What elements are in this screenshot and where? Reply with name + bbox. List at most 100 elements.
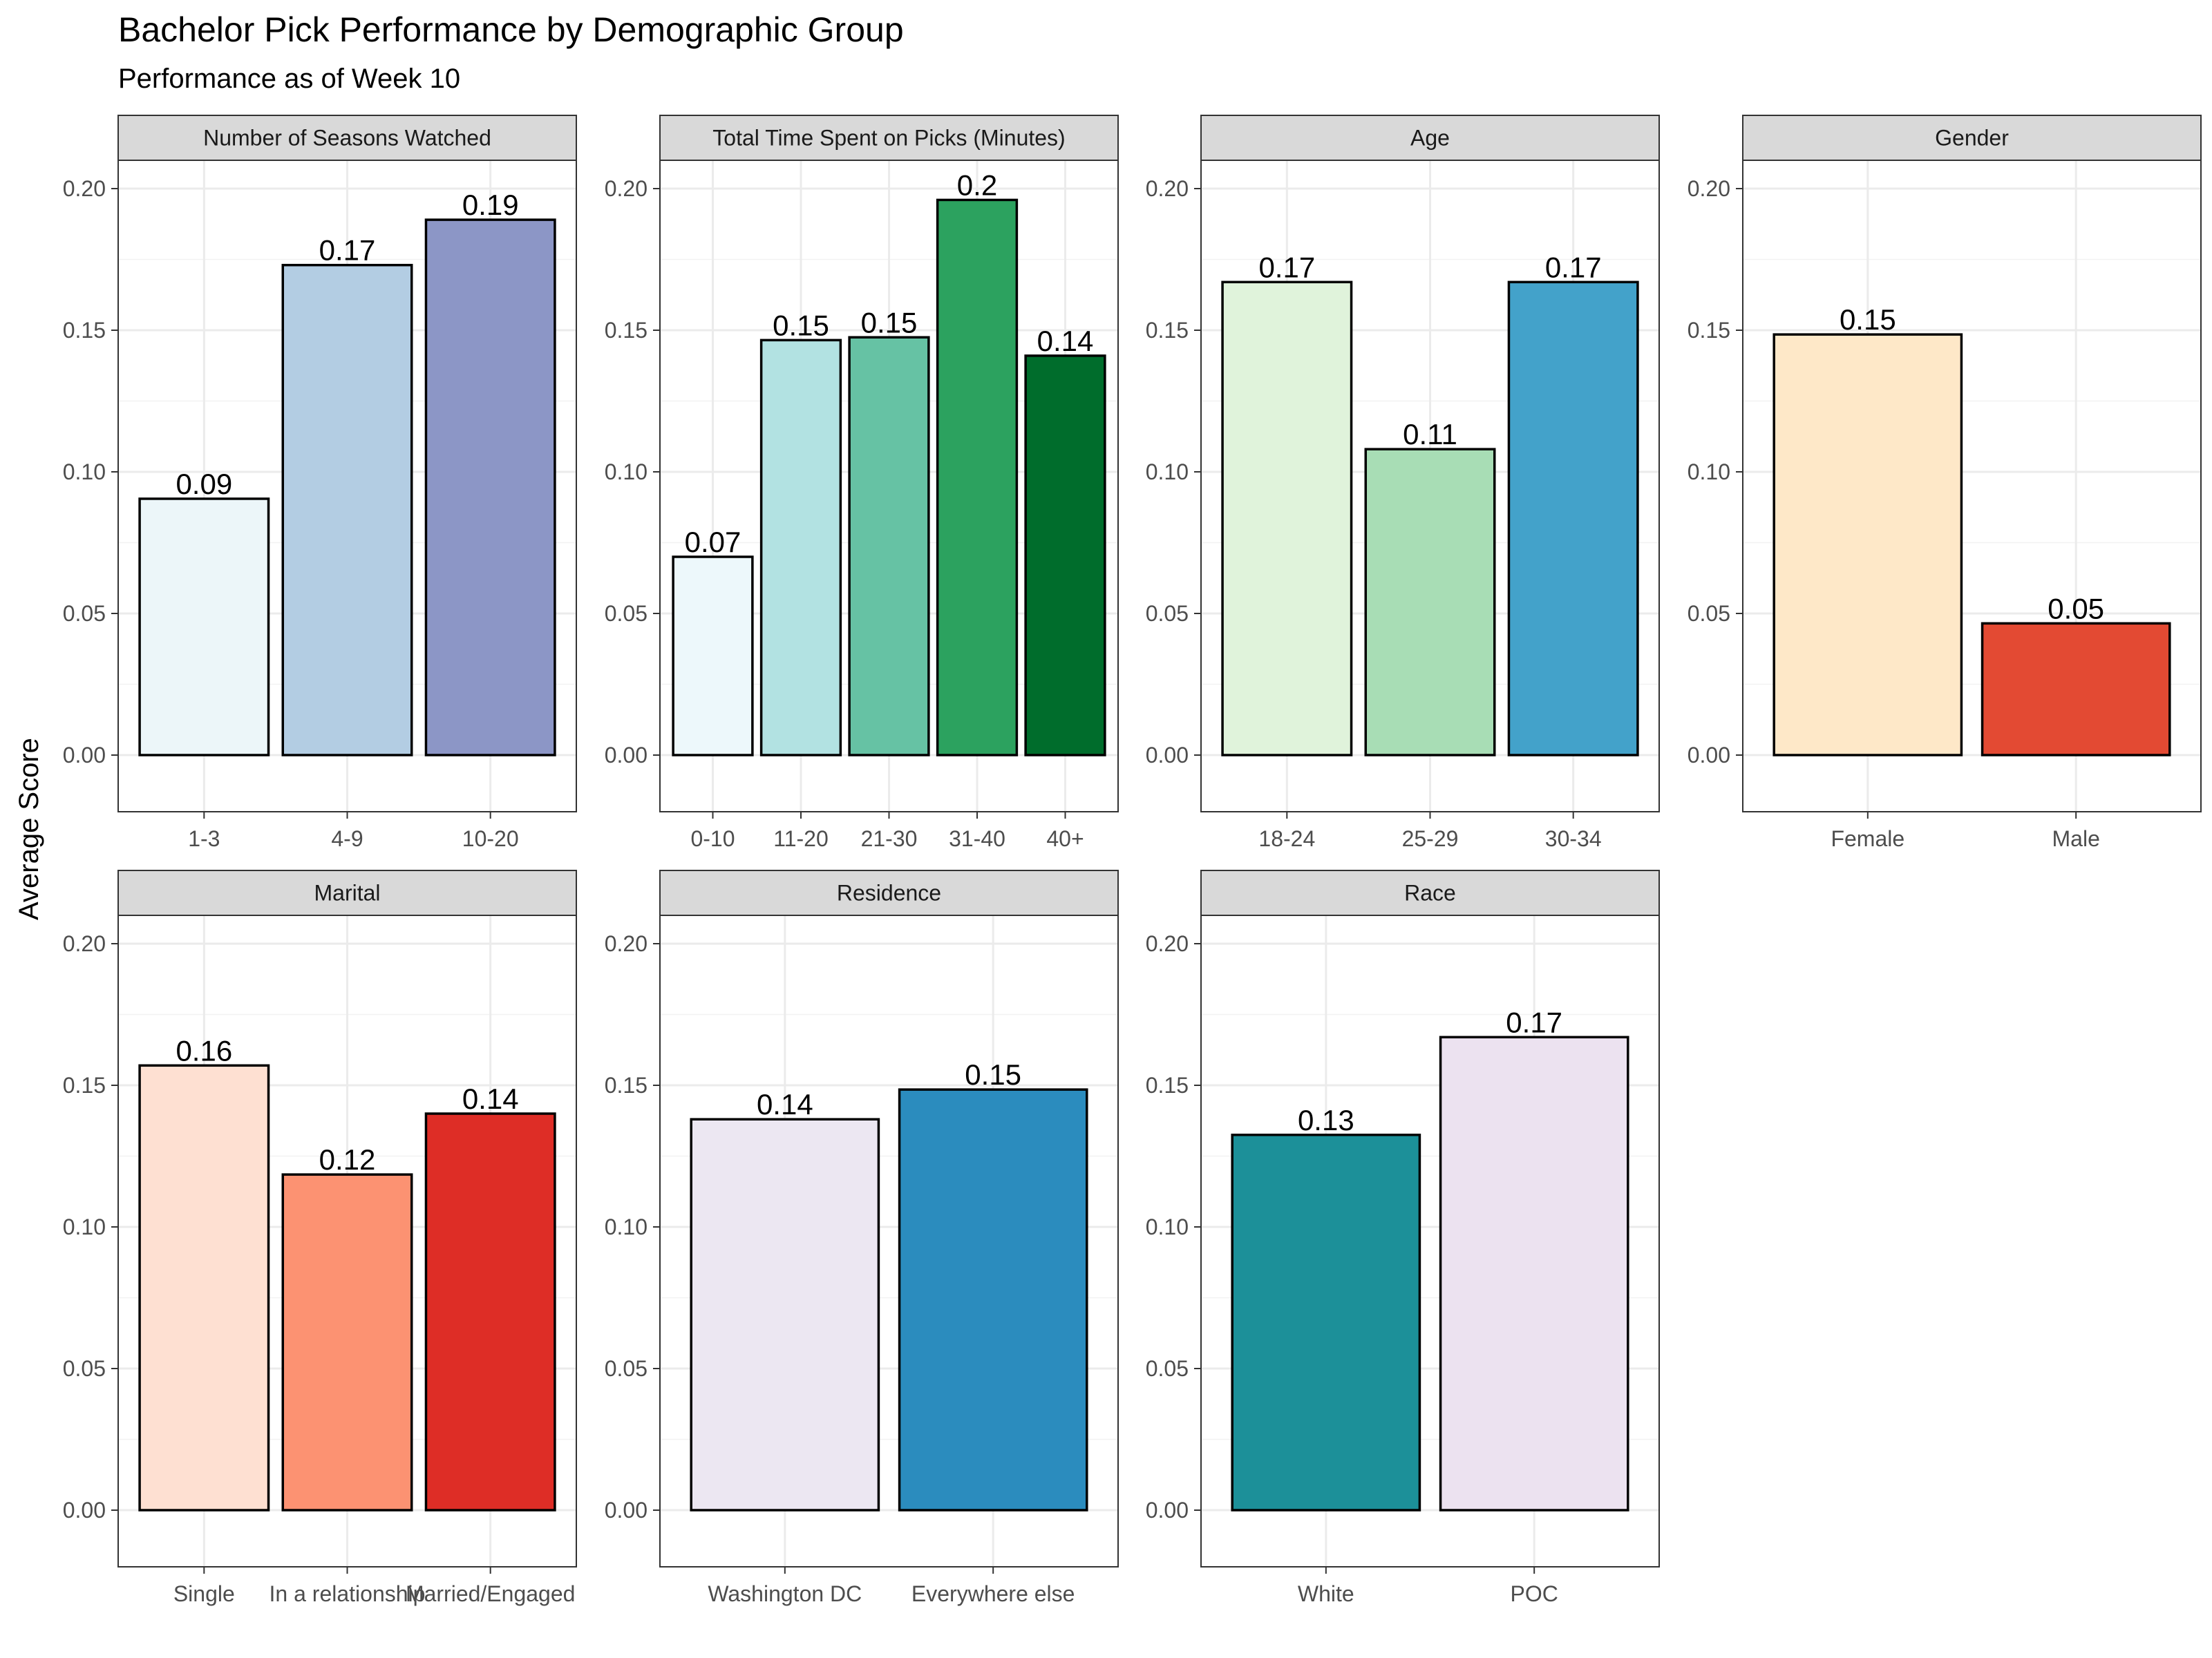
bar-value-label: 0.15	[965, 1058, 1021, 1091]
x-tick-label: 4-9	[331, 826, 363, 851]
panel-age: Age 0.17 0.11 0.17 0.00 0.05 0.10 0.15 0.20 18-24…	[1146, 115, 1660, 851]
bar	[424, 218, 556, 756]
bar-value-label: 0.14	[462, 1083, 519, 1115]
bar	[281, 263, 413, 756]
y-tick-label: 0.20	[63, 176, 106, 201]
bar-value-label: 0.14	[1037, 325, 1094, 357]
panel-strip	[1742, 115, 2202, 161]
x-tick-label: Married/Engaged	[406, 1581, 575, 1606]
y-tick-label: 0.15	[1146, 1073, 1189, 1098]
bar-value-label: 0.17	[1545, 251, 1602, 283]
bar-value-label: 0.15	[1840, 303, 1896, 336]
x-tick-label: 31-40	[949, 826, 1005, 851]
y-tick-label: 0.00	[1688, 743, 1730, 768]
bar-value-label: 0.05	[2048, 592, 2104, 625]
y-tick-label: 0.00	[1146, 743, 1189, 768]
x-tick-label: POC	[1511, 1581, 1558, 1606]
bar	[1231, 1134, 1421, 1512]
y-tick-label: 0.20	[63, 931, 106, 956]
y-tick-label: 0.10	[605, 1214, 647, 1239]
bar	[759, 339, 842, 756]
bar-value-label: 0.12	[319, 1143, 376, 1176]
panel-strip	[659, 870, 1119, 916]
y-tick-label: 0.10	[605, 459, 647, 484]
x-tick-label: 40+	[1046, 826, 1084, 851]
x-tick-label: 18-24	[1258, 826, 1315, 851]
panel-border	[1742, 160, 2202, 812]
panel-border	[659, 915, 1119, 1568]
panel-border	[1200, 915, 1660, 1568]
panel-strip-label: Marital	[314, 881, 380, 906]
panel-total-time-spent-on-picks-minutes: Total Time Spent on Picks (Minutes) 0.07 0…	[605, 115, 1119, 851]
panel-gender: Gender 0.15 0.05 0.00 0.05 0.10 0.15 0.20 Female…	[1688, 115, 2202, 851]
y-tick-label: 0.20	[1688, 176, 1730, 201]
panel-strip	[117, 870, 577, 916]
bar	[1439, 1036, 1629, 1512]
x-tick-label: Male	[2052, 826, 2100, 851]
y-tick-label: 0.15	[1146, 318, 1189, 343]
x-tick-label: 1-3	[188, 826, 220, 851]
y-tick-label: 0.20	[1146, 931, 1189, 956]
y-tick-label: 0.10	[1146, 1214, 1189, 1239]
bar-value-label: 0.15	[773, 309, 829, 341]
y-tick-label: 0.00	[63, 743, 106, 768]
y-axis-label: Average Score	[14, 738, 44, 920]
bar-value-label: 0.2	[957, 169, 997, 201]
bar-value-label: 0.15	[861, 306, 918, 339]
y-tick-label: 0.05	[63, 601, 106, 626]
bar	[1773, 333, 1963, 756]
y-tick-label: 0.20	[605, 931, 647, 956]
y-tick-label: 0.00	[63, 1498, 106, 1523]
bar	[690, 1118, 880, 1512]
bar-value-label: 0.14	[757, 1088, 813, 1121]
bar	[138, 497, 270, 756]
panel-race: Race 0.13 0.17 0.00 0.05 0.10 0.15 0.20 White POC	[1146, 870, 1660, 1606]
y-tick-label: 0.00	[605, 1498, 647, 1523]
y-tick-label: 0.10	[1146, 459, 1189, 484]
x-tick-label: Single	[173, 1581, 235, 1606]
y-tick-label: 0.05	[1146, 1356, 1189, 1381]
x-tick-label: 10-20	[462, 826, 519, 851]
panel-strip-label: Gender	[1935, 126, 2009, 151]
y-tick-label: 0.05	[605, 601, 647, 626]
x-tick-label: 21-30	[861, 826, 918, 851]
x-tick-label: Washington DC	[708, 1581, 862, 1606]
bar	[1364, 448, 1496, 756]
y-tick-label: 0.05	[1146, 601, 1189, 626]
y-tick-label: 0.15	[63, 1073, 106, 1098]
facet-panels: Number of Seasons Watched 0.09 0.17 0.19 0.0…	[63, 115, 2202, 1606]
y-tick-label: 0.10	[1688, 459, 1730, 484]
y-tick-label: 0.05	[605, 1356, 647, 1381]
bar-value-label: 0.09	[176, 468, 232, 500]
bar	[281, 1173, 413, 1512]
y-tick-label: 0.10	[63, 1214, 106, 1239]
x-tick-label: 30-34	[1545, 826, 1602, 851]
y-tick-label: 0.15	[605, 318, 647, 343]
bar-value-label: 0.17	[1506, 1006, 1562, 1038]
bar-value-label: 0.07	[685, 526, 741, 558]
panel-number-of-seasons-watched: Number of Seasons Watched 0.09 0.17 0.19 0.0…	[63, 115, 577, 851]
bar	[1221, 280, 1353, 756]
bar-value-label: 0.17	[319, 234, 376, 267]
bar-value-label: 0.17	[1258, 251, 1315, 283]
x-tick-label: 0-10	[690, 826, 735, 851]
panel-strip	[659, 115, 1119, 161]
y-tick-label: 0.10	[63, 459, 106, 484]
x-tick-label: Female	[1831, 826, 1904, 851]
x-tick-label: 11-20	[773, 826, 828, 851]
bar-value-label: 0.13	[1298, 1104, 1354, 1136]
chart-title: Bachelor Pick Performance by Demographic…	[118, 10, 904, 49]
x-tick-label: White	[1298, 1581, 1354, 1606]
y-tick-label: 0.15	[63, 318, 106, 343]
bar-value-label: 0.19	[462, 189, 519, 221]
x-tick-label: 25-29	[1402, 826, 1459, 851]
panel-marital: Marital 0.16 0.12 0.14 0.00 0.05 0.10 0.15 0.20 S…	[63, 870, 577, 1606]
y-tick-label: 0.05	[1688, 601, 1730, 626]
bar	[672, 555, 754, 756]
panel-strip	[1200, 870, 1660, 916]
y-tick-label: 0.15	[1688, 318, 1730, 343]
bar	[898, 1088, 1088, 1512]
bar-value-label: 0.11	[1403, 418, 1457, 450]
panel-strip	[1200, 115, 1660, 161]
